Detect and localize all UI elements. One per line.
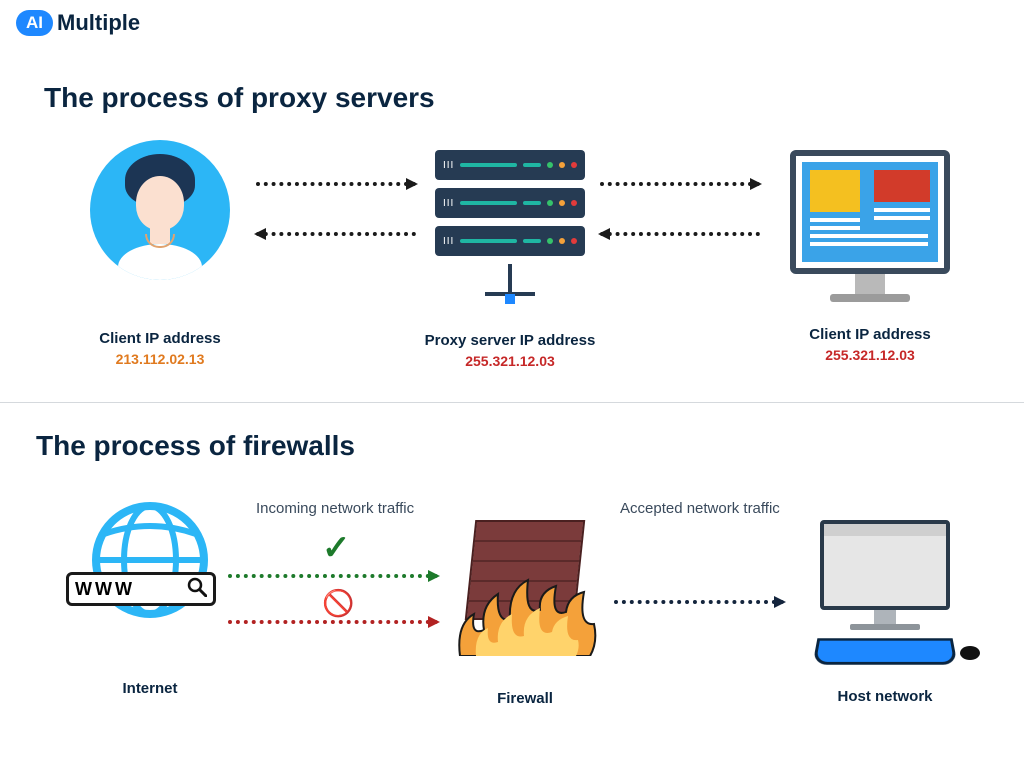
host-computer-icon: [800, 520, 970, 666]
proxy-server-node: III III III: [420, 150, 600, 304]
internet-node: [80, 500, 220, 625]
firewall-caption: Firewall: [440, 690, 610, 707]
arrow-client-to-proxy: [256, 182, 416, 186]
search-icon: [187, 577, 207, 602]
incoming-traffic-label: Incoming network traffic: [256, 500, 414, 517]
proxy-caption: Proxy server IP address 255.321.12.03: [400, 332, 620, 369]
arrow-firewall-to-host: [614, 600, 784, 604]
client-ip: 213.112.02.13: [70, 351, 250, 367]
computer-monitor-icon: [790, 150, 950, 302]
proxy-ip: 255.321.12.03: [400, 353, 620, 369]
arrow-proxy-to-client: [256, 232, 416, 236]
www-searchbar: WWW: [66, 572, 216, 606]
host-caption: Host network: [790, 688, 980, 705]
prohibited-icon: 🚫: [322, 588, 354, 619]
endpoint-label: Client IP address: [770, 326, 970, 343]
endpoint-ip: 255.321.12.03: [770, 347, 970, 363]
checkmark-icon: ✓: [322, 528, 351, 568]
host-node: [790, 520, 980, 666]
logo-text: Multiple: [57, 10, 140, 36]
arrow-endpoint-to-proxy: [600, 232, 760, 236]
arrow-proxy-to-endpoint: [600, 182, 760, 186]
client-label: Client IP address: [70, 330, 250, 347]
user-avatar-icon: [90, 140, 230, 280]
internet-caption: Internet: [80, 680, 220, 697]
firewall-node: [440, 520, 610, 650]
client-node: [70, 140, 250, 280]
logo-badge: AI: [16, 10, 53, 36]
mouse-icon: [960, 646, 980, 660]
firewall-label: Firewall: [440, 690, 610, 707]
endpoint-caption: Client IP address 255.321.12.03: [770, 326, 970, 363]
brand-logo: AI Multiple: [16, 10, 140, 36]
www-text: WWW: [75, 579, 135, 600]
internet-label: Internet: [80, 680, 220, 697]
arrow-incoming-accept: [228, 574, 438, 578]
endpoint-node: [770, 150, 970, 302]
client-caption: Client IP address 213.112.02.13: [70, 330, 250, 367]
accepted-traffic-label: Accepted network traffic: [620, 500, 780, 517]
proxy-label: Proxy server IP address: [400, 332, 620, 349]
arrow-incoming-block: [228, 620, 438, 624]
firewall-icon: [450, 520, 600, 650]
section-title-proxy: The process of proxy servers: [44, 82, 435, 114]
host-label: Host network: [790, 688, 980, 705]
section-title-firewall: The process of firewalls: [36, 430, 355, 462]
server-rack-icon: III III III: [435, 150, 585, 304]
section-divider: [0, 402, 1024, 403]
